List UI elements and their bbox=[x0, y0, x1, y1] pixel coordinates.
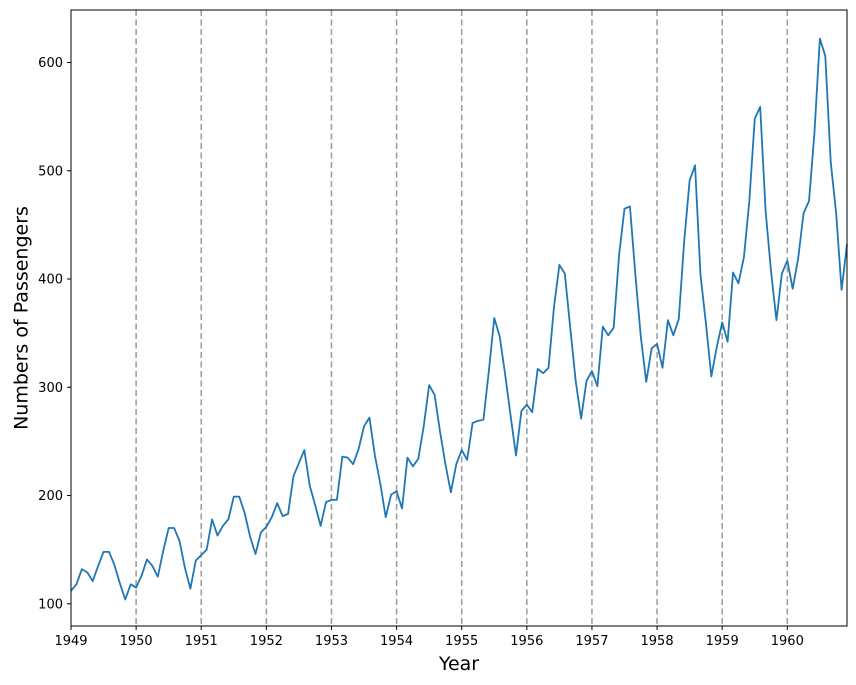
x-tick-label: 1955 bbox=[445, 634, 478, 649]
x-tick-label: 1951 bbox=[185, 634, 218, 649]
x-tick-label: 1957 bbox=[575, 634, 608, 649]
x-tick-label: 1959 bbox=[706, 634, 739, 649]
x-axis-ticks: 1949 1950 1951 1952 1953 1954 1955 1956 1957 1958… bbox=[54, 626, 804, 649]
x-tick-label: 1956 bbox=[510, 634, 543, 649]
y-axis-ticks: 100 200 300 400 500 600 bbox=[38, 56, 71, 612]
x-tick-label: 1958 bbox=[641, 634, 674, 649]
y-axis-label: Numbers of Passengers bbox=[11, 206, 33, 430]
x-axis-label: Year bbox=[438, 653, 479, 675]
y-tick-label: 400 bbox=[38, 273, 63, 288]
plot-frame bbox=[70, 9, 848, 627]
x-tick-label: 1960 bbox=[771, 634, 804, 649]
x-tick-label: 1950 bbox=[120, 634, 153, 649]
y-tick-label: 600 bbox=[38, 56, 63, 71]
x-tick-label: 1952 bbox=[250, 634, 283, 649]
y-tick-label: 500 bbox=[38, 164, 63, 179]
y-tick-label: 200 bbox=[38, 489, 63, 504]
year-divider-lines bbox=[135, 10, 789, 626]
series-line-0 bbox=[70, 37, 848, 601]
y-tick-label: 100 bbox=[38, 597, 63, 612]
x-tick-label: 1949 bbox=[54, 634, 87, 649]
y-tick-label: 300 bbox=[38, 381, 63, 396]
series-group bbox=[70, 37, 848, 601]
x-tick-label: 1954 bbox=[380, 634, 413, 649]
x-tick-label: 1953 bbox=[315, 634, 348, 649]
